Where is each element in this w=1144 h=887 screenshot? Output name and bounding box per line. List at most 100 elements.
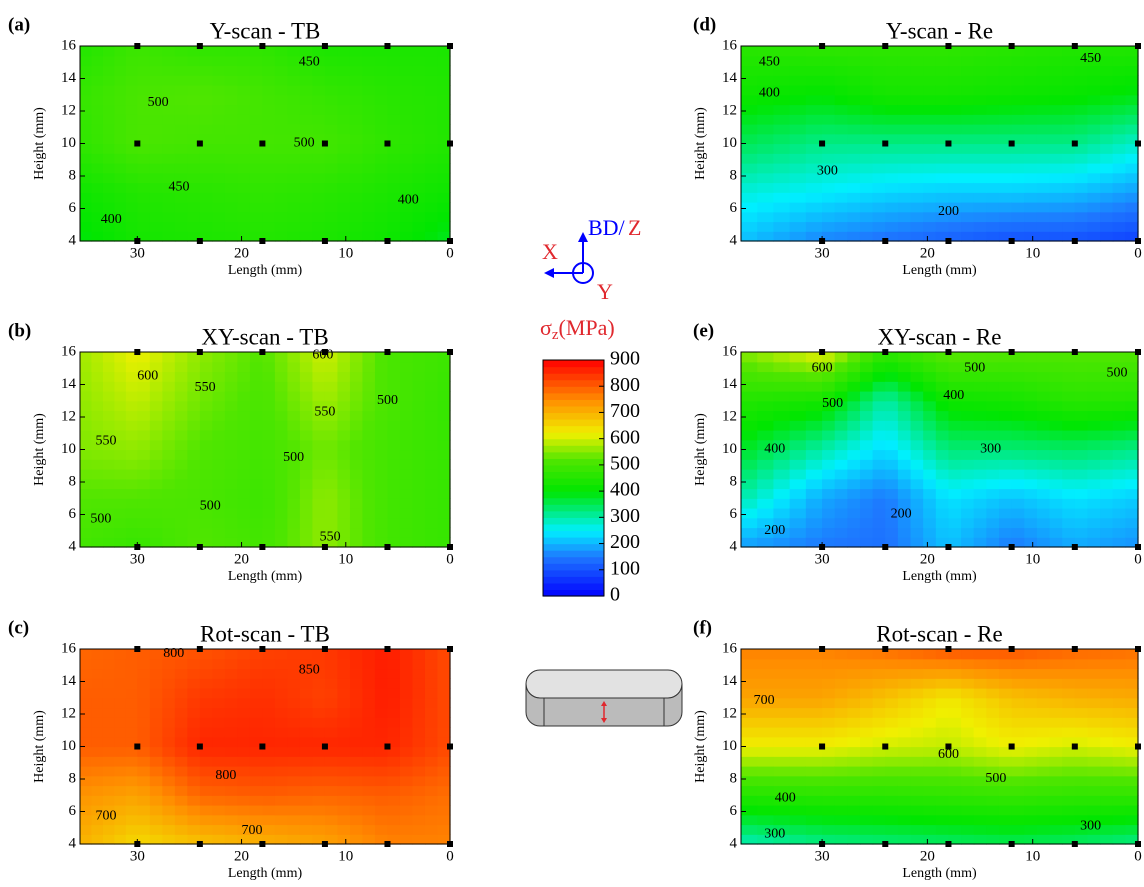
- contour-cell: [1036, 221, 1051, 232]
- contour-cell: [1049, 459, 1063, 470]
- contour-cell: [1024, 439, 1038, 451]
- contour-cell: [337, 231, 351, 242]
- contour-cell: [1100, 517, 1114, 529]
- colorbar-step: [543, 419, 604, 427]
- contour-cell: [362, 449, 376, 460]
- contour-cell: [822, 371, 836, 382]
- contour-cell: [847, 133, 861, 145]
- contour-cell: [262, 756, 276, 767]
- contour-cell: [834, 420, 848, 431]
- contour-cell: [125, 430, 138, 441]
- contour-label: 550: [314, 404, 335, 419]
- contour-cell: [757, 488, 775, 499]
- contour-cell: [262, 124, 276, 135]
- contour-cell: [102, 537, 115, 548]
- contour-cell: [885, 508, 899, 519]
- contour-cell: [935, 449, 950, 460]
- contour-cell: [174, 391, 188, 402]
- contour-cell: [1125, 420, 1139, 431]
- contour-cell: [998, 202, 1013, 213]
- contour-cell: [362, 124, 376, 135]
- contour-cell: [149, 46, 163, 57]
- contour-cell: [1062, 172, 1076, 184]
- contour-cell: [897, 469, 912, 480]
- contour-cell: [437, 182, 451, 193]
- contour-cell: [948, 488, 962, 499]
- contour-cell: [1112, 192, 1126, 203]
- contour-cell: [910, 211, 924, 223]
- contour-cell: [1074, 688, 1089, 699]
- colorbar-step: [543, 569, 604, 577]
- contour-cell: [437, 391, 451, 402]
- contour-cell: [834, 814, 848, 826]
- contour-cell: [872, 231, 886, 242]
- contour-cell: [822, 400, 836, 412]
- contour-cell: [424, 391, 439, 402]
- contour-cell: [948, 537, 962, 548]
- contour-cell: [437, 163, 451, 174]
- contour-cell: [773, 400, 791, 412]
- contour-cell: [212, 697, 226, 709]
- contour-cell: [224, 727, 238, 738]
- contour-cell: [212, 391, 226, 402]
- contour-cell: [1074, 182, 1089, 193]
- contour-cell: [102, 449, 115, 460]
- contour-cell: [910, 498, 924, 509]
- contour-cell: [387, 400, 401, 412]
- contour-cell: [80, 469, 93, 480]
- contour-cell: [162, 717, 176, 728]
- contour-cell: [199, 727, 213, 738]
- contour-cell: [249, 517, 263, 529]
- contour-cell: [387, 814, 401, 826]
- contour-cell: [262, 133, 276, 145]
- contour-cell: [998, 172, 1013, 184]
- contour-cell: [287, 459, 301, 470]
- contour-cell: [859, 133, 874, 145]
- contour-cell: [1100, 65, 1114, 76]
- contour-cell: [199, 361, 213, 373]
- measurement-point: [196, 544, 203, 550]
- contour-cell: [437, 430, 451, 441]
- contour-cell: [287, 231, 301, 242]
- contour-cell: [199, 211, 213, 223]
- contour-cell: [162, 736, 176, 748]
- contour-cell: [224, 527, 238, 538]
- contour-cell: [805, 814, 823, 826]
- contour-cell: [114, 410, 127, 421]
- contour-cell: [349, 153, 364, 164]
- contour-cell: [312, 381, 326, 392]
- contour-cell: [1062, 192, 1076, 203]
- contour-cell: [998, 795, 1013, 806]
- contour-cell: [174, 785, 188, 796]
- contour-cell: [262, 805, 276, 816]
- contour-cell: [923, 221, 937, 232]
- contour-cell: [1074, 371, 1089, 382]
- contour-cell: [224, 231, 238, 242]
- contour-cell: [287, 668, 301, 679]
- contour-cell: [399, 143, 414, 154]
- contour-cell: [424, 459, 439, 470]
- contour-cell: [789, 517, 807, 529]
- contour-cell: [834, 231, 848, 242]
- contour-cell: [1125, 430, 1139, 441]
- contour-cell: [961, 688, 975, 699]
- contour-cell: [199, 410, 213, 421]
- contour-cell: [80, 498, 93, 509]
- contour-cell: [199, 478, 213, 490]
- contour-cell: [412, 104, 426, 115]
- contour-cell: [237, 736, 251, 748]
- contour-cell: [805, 727, 823, 738]
- contour-cell: [312, 449, 326, 460]
- contour-cell: [162, 805, 176, 816]
- contour-cell: [299, 469, 314, 480]
- contour-cell: [859, 537, 874, 548]
- contour-cell: [986, 410, 1000, 421]
- contour-cell: [387, 361, 401, 373]
- contour-cell: [897, 649, 912, 660]
- contour-cell: [1074, 678, 1089, 689]
- contour-cell: [274, 834, 289, 845]
- contour-cell: [80, 814, 93, 826]
- contour-cell: [948, 478, 962, 490]
- contour-cell: [961, 381, 975, 392]
- contour-cell: [1087, 231, 1101, 242]
